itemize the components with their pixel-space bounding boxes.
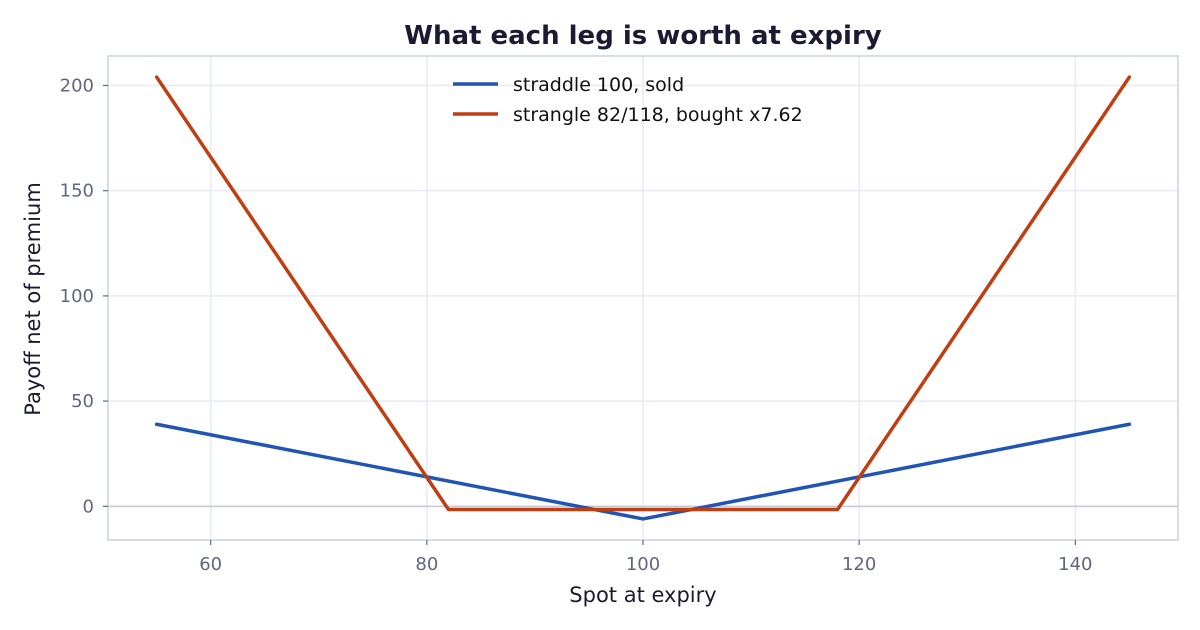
y-axis-ticks: 0 50 100 150 200 — [60, 75, 108, 517]
y-tick-label: 0 — [83, 496, 94, 517]
x-tick-label: 60 — [199, 554, 222, 575]
legend-label-straddle: straddle 100, sold — [513, 74, 684, 96]
legend: straddle 100, sold strangle 82/118, boug… — [453, 74, 803, 126]
legend-label-strangle: strangle 82/118, bought x7.62 — [513, 104, 803, 126]
series-lines — [154, 75, 1132, 521]
y-tick-label: 50 — [71, 391, 94, 412]
x-tick-label: 80 — [415, 554, 438, 575]
x-axis-label: Spot at expiry — [569, 583, 716, 607]
y-tick-label: 200 — [60, 75, 94, 96]
chart-title: What each leg is worth at expiry — [404, 21, 881, 51]
y-tick-label: 100 — [60, 286, 94, 307]
x-tick-label: 100 — [626, 554, 660, 575]
grid-lines — [108, 56, 1178, 540]
x-tick-label: 120 — [842, 554, 876, 575]
x-axis-ticks: 60 80 100 120 140 — [199, 540, 1093, 575]
y-tick-label: 150 — [60, 181, 94, 202]
series-line-strangle — [154, 75, 1132, 512]
x-tick-label: 140 — [1058, 554, 1092, 575]
series-line-straddle — [154, 422, 1132, 521]
y-axis-label: Payoff net of premium — [21, 182, 45, 416]
